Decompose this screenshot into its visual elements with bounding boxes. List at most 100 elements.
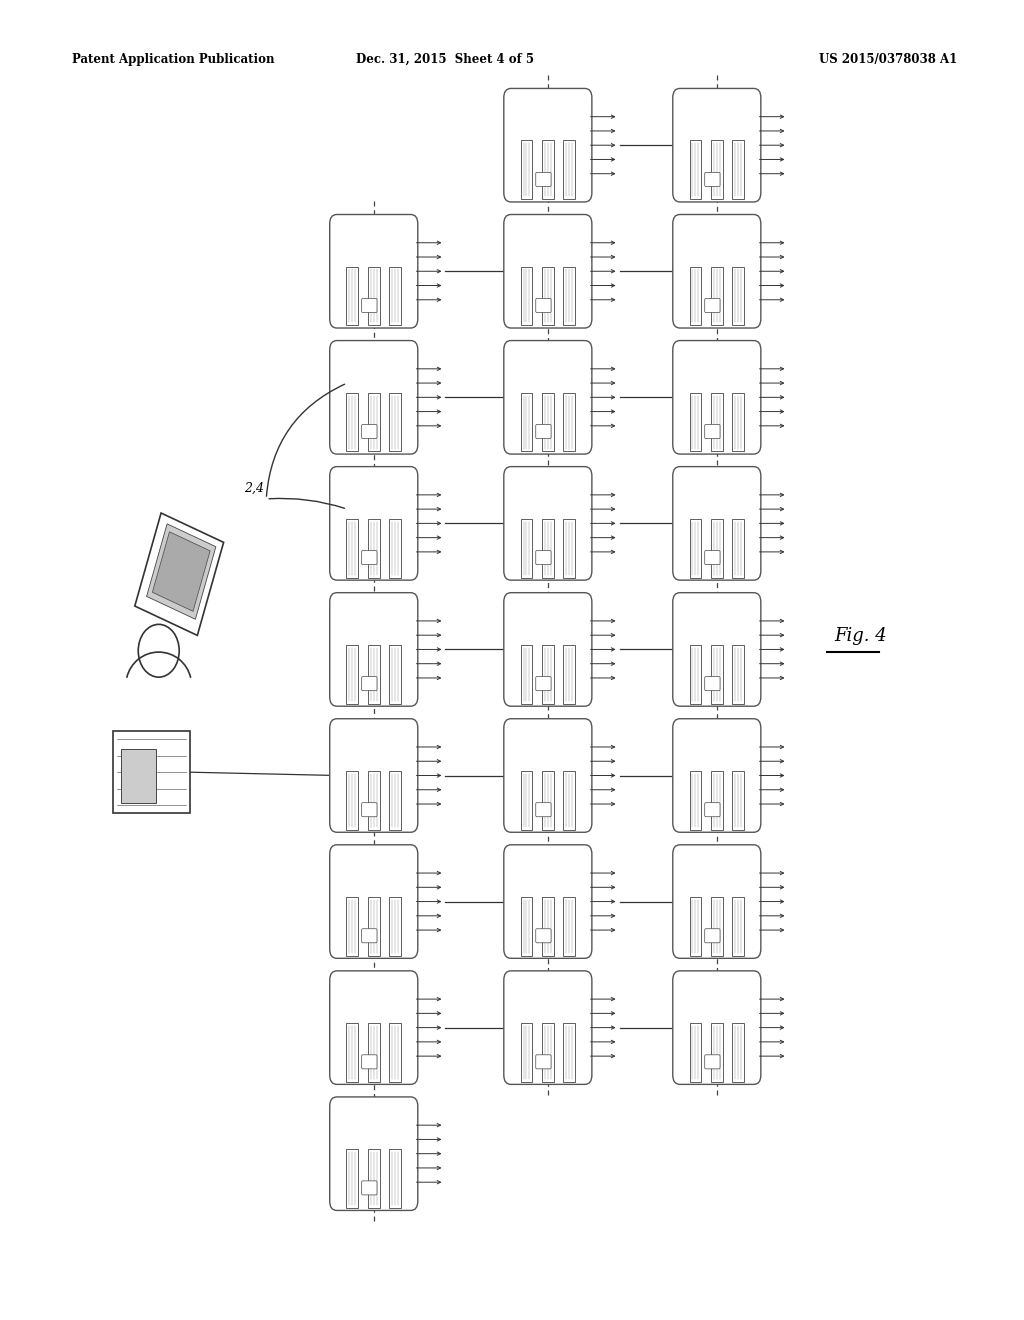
- Bar: [520, 392, 532, 451]
- FancyBboxPatch shape: [673, 467, 761, 581]
- Bar: [389, 1148, 401, 1208]
- FancyBboxPatch shape: [504, 341, 592, 454]
- Bar: [542, 896, 554, 956]
- Bar: [689, 644, 701, 704]
- Bar: [346, 519, 358, 578]
- Bar: [368, 267, 380, 326]
- Bar: [689, 392, 701, 451]
- Bar: [732, 1023, 744, 1082]
- Bar: [346, 771, 358, 830]
- Bar: [542, 519, 554, 578]
- FancyBboxPatch shape: [673, 593, 761, 706]
- FancyBboxPatch shape: [504, 845, 592, 958]
- Bar: [732, 771, 744, 830]
- Bar: [732, 644, 744, 704]
- FancyBboxPatch shape: [330, 1097, 418, 1210]
- FancyBboxPatch shape: [330, 845, 418, 958]
- Polygon shape: [146, 524, 216, 619]
- Bar: [542, 644, 554, 704]
- FancyBboxPatch shape: [536, 298, 551, 313]
- FancyBboxPatch shape: [504, 972, 592, 1085]
- Text: Fig. 4: Fig. 4: [835, 627, 888, 645]
- Bar: [732, 140, 744, 199]
- Bar: [711, 519, 723, 578]
- Bar: [711, 644, 723, 704]
- Bar: [368, 1023, 380, 1082]
- Bar: [542, 771, 554, 830]
- FancyBboxPatch shape: [330, 467, 418, 581]
- FancyBboxPatch shape: [536, 550, 551, 565]
- Bar: [520, 140, 532, 199]
- FancyBboxPatch shape: [673, 215, 761, 329]
- FancyBboxPatch shape: [705, 677, 720, 690]
- Bar: [711, 896, 723, 956]
- Bar: [711, 1023, 723, 1082]
- FancyBboxPatch shape: [705, 425, 720, 438]
- Bar: [732, 896, 744, 956]
- Bar: [689, 896, 701, 956]
- FancyBboxPatch shape: [361, 803, 377, 817]
- FancyBboxPatch shape: [705, 929, 720, 942]
- Bar: [563, 771, 575, 830]
- Bar: [732, 519, 744, 578]
- Bar: [368, 896, 380, 956]
- Bar: [389, 392, 401, 451]
- Bar: [520, 644, 532, 704]
- Bar: [389, 267, 401, 326]
- Bar: [520, 1023, 532, 1082]
- FancyBboxPatch shape: [504, 718, 592, 833]
- Bar: [711, 392, 723, 451]
- Bar: [368, 644, 380, 704]
- FancyBboxPatch shape: [536, 803, 551, 817]
- Bar: [563, 392, 575, 451]
- Bar: [563, 896, 575, 956]
- FancyBboxPatch shape: [673, 845, 761, 958]
- Bar: [542, 1023, 554, 1082]
- Bar: [689, 771, 701, 830]
- Bar: [389, 644, 401, 704]
- FancyBboxPatch shape: [536, 929, 551, 942]
- Bar: [732, 392, 744, 451]
- Text: US 2015/0378038 A1: US 2015/0378038 A1: [819, 53, 957, 66]
- FancyBboxPatch shape: [330, 215, 418, 329]
- FancyBboxPatch shape: [536, 1055, 551, 1069]
- FancyBboxPatch shape: [330, 972, 418, 1085]
- FancyBboxPatch shape: [330, 341, 418, 454]
- FancyBboxPatch shape: [673, 718, 761, 833]
- Polygon shape: [153, 532, 210, 611]
- Bar: [689, 519, 701, 578]
- Bar: [389, 1023, 401, 1082]
- Bar: [520, 896, 532, 956]
- Bar: [689, 140, 701, 199]
- Bar: [520, 267, 532, 326]
- Bar: [689, 267, 701, 326]
- FancyBboxPatch shape: [536, 425, 551, 438]
- Bar: [711, 267, 723, 326]
- Bar: [711, 140, 723, 199]
- Bar: [368, 392, 380, 451]
- Bar: [368, 771, 380, 830]
- Bar: [368, 1148, 380, 1208]
- Bar: [121, 750, 156, 803]
- Bar: [520, 519, 532, 578]
- FancyBboxPatch shape: [673, 341, 761, 454]
- Bar: [389, 771, 401, 830]
- FancyBboxPatch shape: [361, 1055, 377, 1069]
- Bar: [689, 1023, 701, 1082]
- FancyBboxPatch shape: [361, 929, 377, 942]
- Bar: [542, 392, 554, 451]
- FancyBboxPatch shape: [361, 425, 377, 438]
- Bar: [711, 771, 723, 830]
- FancyBboxPatch shape: [504, 467, 592, 581]
- Text: Dec. 31, 2015  Sheet 4 of 5: Dec. 31, 2015 Sheet 4 of 5: [356, 53, 535, 66]
- Bar: [346, 1023, 358, 1082]
- FancyBboxPatch shape: [705, 298, 720, 313]
- Bar: [346, 1148, 358, 1208]
- Bar: [563, 267, 575, 326]
- FancyBboxPatch shape: [705, 173, 720, 186]
- Text: Patent Application Publication: Patent Application Publication: [72, 53, 274, 66]
- FancyBboxPatch shape: [705, 803, 720, 817]
- FancyBboxPatch shape: [705, 1055, 720, 1069]
- FancyBboxPatch shape: [705, 550, 720, 565]
- Bar: [542, 267, 554, 326]
